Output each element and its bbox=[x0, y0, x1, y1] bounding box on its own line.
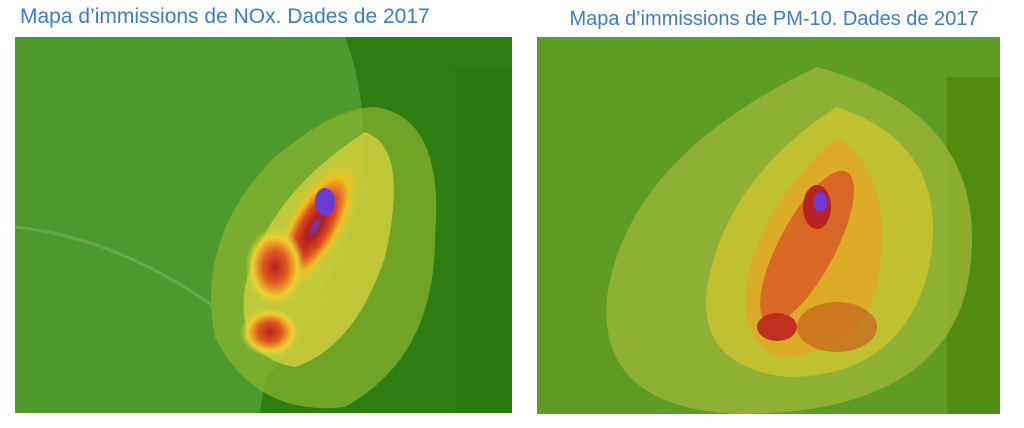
map-title: Mapa d’immissions de PM-10. Dades de 201… bbox=[569, 8, 979, 30]
pm10-map bbox=[537, 37, 1000, 414]
map-title: Mapa d’immissions de NOx. Dades de 2017 bbox=[20, 5, 430, 28]
nox-map bbox=[15, 37, 512, 413]
